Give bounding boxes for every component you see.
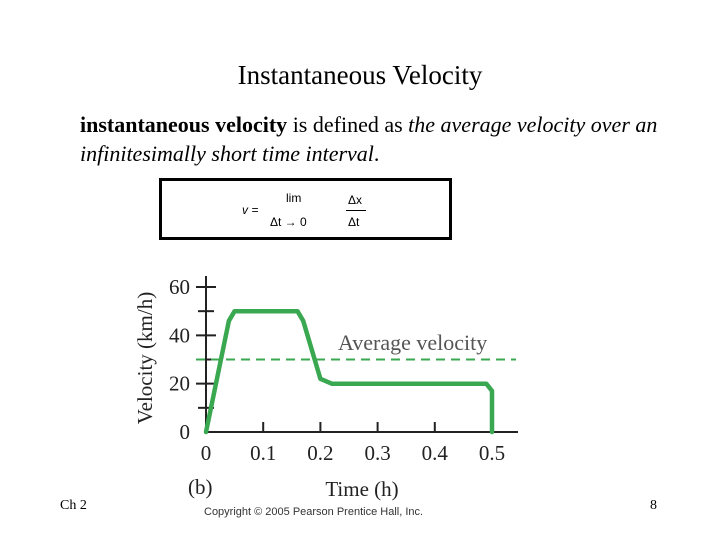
definition-italic: the average velocity over an infinitesim… bbox=[80, 112, 658, 166]
x-axis-label: Time (h) bbox=[325, 477, 398, 501]
x-tick-label: 0.1 bbox=[250, 441, 276, 465]
velocity-chart: 0 20 40 60 0 0.1 0.2 0.3 0.4 0.5 Average velocit… bbox=[133, 275, 518, 501]
formula-box: v = lim Δt → 0 Δx Δt bbox=[159, 178, 452, 240]
y-tick-label: 60 bbox=[169, 275, 190, 299]
x-tick-label: 0.3 bbox=[364, 441, 390, 465]
y-tick-label: 20 bbox=[169, 372, 190, 396]
formula-denominator: Δt bbox=[348, 215, 360, 229]
definition-plain: is defined as bbox=[287, 112, 409, 137]
formula-fraction-bar bbox=[346, 210, 366, 211]
chapter-label: Ch 2 bbox=[60, 498, 87, 513]
x-tick-label: 0.5 bbox=[479, 441, 505, 465]
x-tick-label: 0.4 bbox=[422, 441, 449, 465]
copyright-notice: Copyright © 2005 Pearson Prentice Hall, … bbox=[204, 506, 424, 518]
average-velocity-label: Average velocity bbox=[338, 330, 487, 355]
definition-text: instantaneous velocity is defined as the… bbox=[80, 110, 680, 168]
page-number: 8 bbox=[650, 498, 657, 513]
formula-lhs: v = bbox=[242, 203, 259, 217]
formula-lim: lim bbox=[286, 191, 302, 205]
formula-numerator: Δx bbox=[348, 193, 363, 207]
y-axis-label: Velocity (km/h) bbox=[133, 292, 157, 424]
y-tick-label: 0 bbox=[180, 420, 191, 444]
slide-title: Instantaneous Velocity bbox=[237, 60, 483, 90]
y-tick-label: 40 bbox=[169, 323, 190, 347]
definition-end: . bbox=[373, 141, 380, 166]
chart-axes bbox=[205, 276, 518, 433]
x-tick-label: 0.2 bbox=[307, 441, 333, 465]
x-ticks: 0 0.1 0.2 0.3 0.4 0.5 bbox=[201, 422, 505, 465]
definition-term: instantaneous velocity bbox=[80, 112, 288, 137]
panel-label: (b) bbox=[188, 475, 213, 499]
x-tick-label: 0 bbox=[201, 441, 212, 465]
formula-condition: Δt → 0 bbox=[270, 215, 307, 229]
velocity-series-line bbox=[203, 308, 495, 435]
